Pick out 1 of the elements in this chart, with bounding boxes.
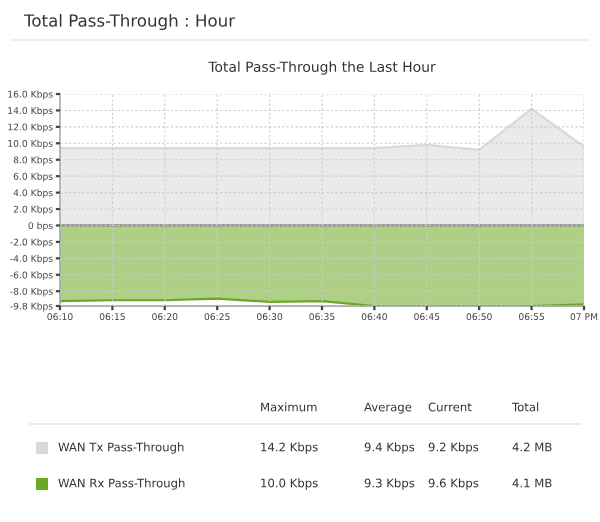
chart-title: Total Pass-Through : Hour xyxy=(23,13,236,31)
